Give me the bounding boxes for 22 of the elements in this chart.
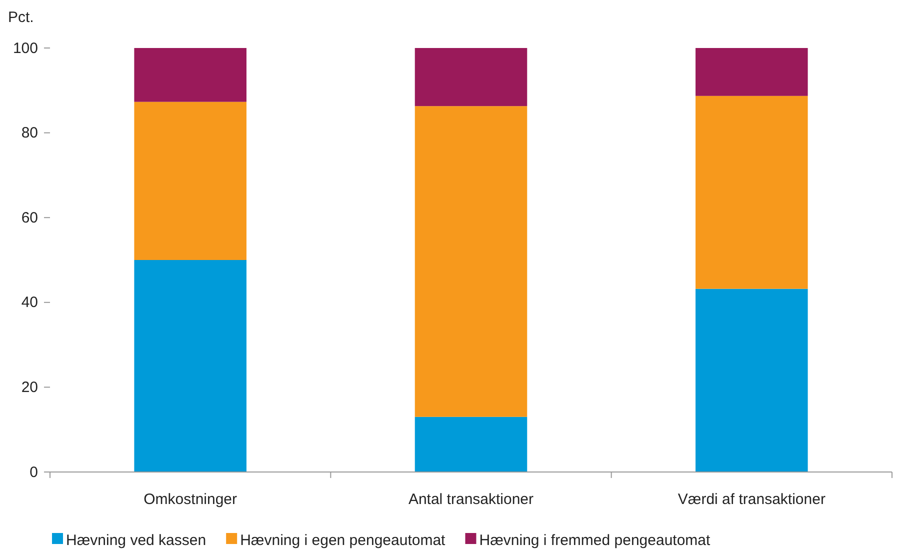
bar — [696, 288, 808, 472]
y-axis-title: Pct. — [8, 9, 34, 26]
y-tick-label: 100 — [12, 40, 38, 57]
bar — [414, 416, 528, 472]
x-tick-label: Værdi af transaktioner — [678, 491, 826, 508]
x-tick-label: Antal transaktioner — [408, 491, 534, 508]
legend-label: Hævning i fremmed pengeautomat — [479, 532, 712, 549]
bar — [134, 48, 246, 102]
bar — [414, 48, 528, 106]
legend-label: Hævning i egen pengeautomat — [240, 532, 446, 549]
bar — [414, 106, 528, 417]
y-tick-label: 20 — [21, 379, 38, 396]
bar — [696, 48, 808, 96]
y-tick-label: 80 — [21, 124, 38, 142]
x-tick-label: Omkostninger — [144, 491, 238, 508]
y-tick-label: 40 — [21, 294, 38, 312]
y-tick-label: 0 — [30, 464, 38, 481]
bar — [134, 102, 246, 260]
legend-label: Hævning ved kassen — [66, 532, 206, 549]
bar — [134, 260, 246, 472]
y-tick-label: 60 — [21, 209, 38, 226]
bar — [696, 96, 808, 289]
